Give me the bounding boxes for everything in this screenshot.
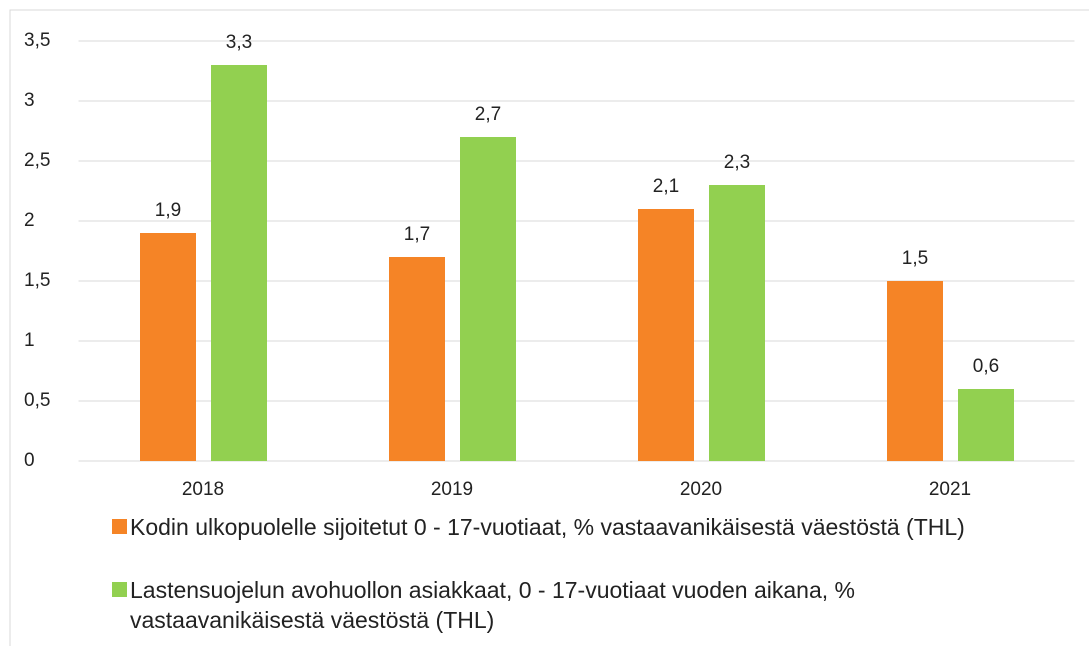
bar	[958, 389, 1014, 461]
data-label: 2,3	[724, 152, 750, 173]
bar	[211, 65, 267, 461]
x-tick-label: 2020	[680, 479, 722, 500]
legend-swatch	[112, 582, 127, 597]
y-tick-label: 3,5	[24, 30, 50, 51]
y-tick-label: 0,5	[24, 390, 50, 411]
x-tick-label: 2021	[929, 479, 971, 500]
data-label: 1,7	[404, 224, 430, 245]
chart-border	[9, 9, 1089, 646]
legend-swatch	[112, 519, 127, 534]
bar	[638, 209, 694, 461]
y-tick-label: 3	[24, 90, 35, 111]
y-tick-label: 1,5	[24, 270, 50, 291]
y-tick-label: 2	[24, 210, 35, 231]
x-tick-label: 2019	[431, 479, 473, 500]
bar	[389, 257, 445, 461]
bar	[709, 185, 765, 461]
data-label: 2,7	[475, 104, 501, 125]
bar	[140, 233, 196, 461]
x-tick-label: 2018	[182, 479, 224, 500]
legend-label: Lastensuojelun avohuollon asiakkaat, 0 -…	[130, 577, 855, 633]
data-label: 1,5	[902, 248, 928, 269]
data-label: 2,1	[653, 176, 679, 197]
data-label: 3,3	[226, 32, 252, 53]
bar	[460, 137, 516, 461]
y-tick-label: 1	[24, 330, 35, 351]
legend-item: Lastensuojelun avohuollon asiakkaat, 0 -…	[112, 575, 1012, 635]
data-label: 0,6	[973, 356, 999, 377]
legend-item: Kodin ulkopuolelle sijoitetut 0 - 17-vuo…	[112, 512, 1012, 542]
y-tick-label: 2,5	[24, 150, 50, 171]
bar	[887, 281, 943, 461]
data-label: 1,9	[155, 200, 181, 221]
legend-label: Kodin ulkopuolelle sijoitetut 0 - 17-vuo…	[130, 514, 965, 540]
y-tick-label: 0	[24, 450, 35, 471]
